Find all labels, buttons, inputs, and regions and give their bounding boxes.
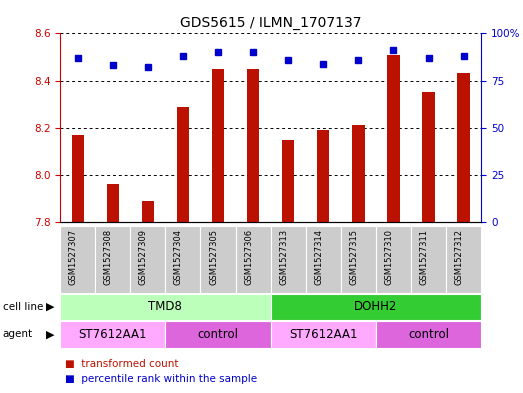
Text: ST7612AA1: ST7612AA1 xyxy=(78,328,147,341)
Bar xyxy=(177,107,189,222)
Text: ■  transformed count: ■ transformed count xyxy=(65,358,179,369)
Bar xyxy=(376,321,481,348)
Text: GSM1527311: GSM1527311 xyxy=(419,229,428,285)
Bar xyxy=(271,226,306,293)
Text: GSM1527309: GSM1527309 xyxy=(139,229,148,285)
Text: GSM1527312: GSM1527312 xyxy=(454,229,463,285)
Bar xyxy=(95,226,130,293)
Text: GSM1527308: GSM1527308 xyxy=(104,229,113,285)
Text: agent: agent xyxy=(3,329,33,340)
Bar xyxy=(165,226,200,293)
Text: TMD8: TMD8 xyxy=(149,300,183,314)
Text: GSM1527307: GSM1527307 xyxy=(69,229,78,285)
Bar xyxy=(388,55,400,222)
Bar xyxy=(60,321,165,348)
Text: GSM1527306: GSM1527306 xyxy=(244,229,253,285)
Bar xyxy=(458,73,470,222)
Bar xyxy=(306,226,341,293)
Bar xyxy=(341,226,376,293)
Bar xyxy=(411,226,446,293)
Text: GSM1527313: GSM1527313 xyxy=(279,229,288,285)
Text: ST7612AA1: ST7612AA1 xyxy=(289,328,358,341)
Bar xyxy=(271,321,376,348)
Bar xyxy=(247,69,259,222)
Text: ▶: ▶ xyxy=(47,302,55,312)
Text: ▶: ▶ xyxy=(47,329,55,340)
Bar xyxy=(200,226,235,293)
Bar xyxy=(165,321,271,348)
Bar xyxy=(376,226,411,293)
Text: control: control xyxy=(198,328,238,341)
Bar xyxy=(352,125,365,222)
Bar xyxy=(107,184,119,222)
Bar xyxy=(60,294,271,320)
Bar xyxy=(271,294,481,320)
Text: GSM1527305: GSM1527305 xyxy=(209,229,218,285)
Text: cell line: cell line xyxy=(3,302,43,312)
Title: GDS5615 / ILMN_1707137: GDS5615 / ILMN_1707137 xyxy=(180,16,361,29)
Text: GSM1527304: GSM1527304 xyxy=(174,229,183,285)
Bar xyxy=(317,130,329,222)
Bar xyxy=(235,226,271,293)
Text: control: control xyxy=(408,328,449,341)
Bar xyxy=(212,69,224,222)
Bar xyxy=(142,201,154,222)
Bar xyxy=(130,226,165,293)
Text: GSM1527314: GSM1527314 xyxy=(314,229,323,285)
Bar xyxy=(423,92,435,222)
Text: ■  percentile rank within the sample: ■ percentile rank within the sample xyxy=(65,374,257,384)
Text: DOHH2: DOHH2 xyxy=(354,300,397,314)
Bar xyxy=(282,140,294,222)
Bar xyxy=(60,226,95,293)
Text: GSM1527315: GSM1527315 xyxy=(349,229,358,285)
Bar xyxy=(72,135,84,222)
Bar xyxy=(446,226,481,293)
Text: GSM1527310: GSM1527310 xyxy=(384,229,393,285)
